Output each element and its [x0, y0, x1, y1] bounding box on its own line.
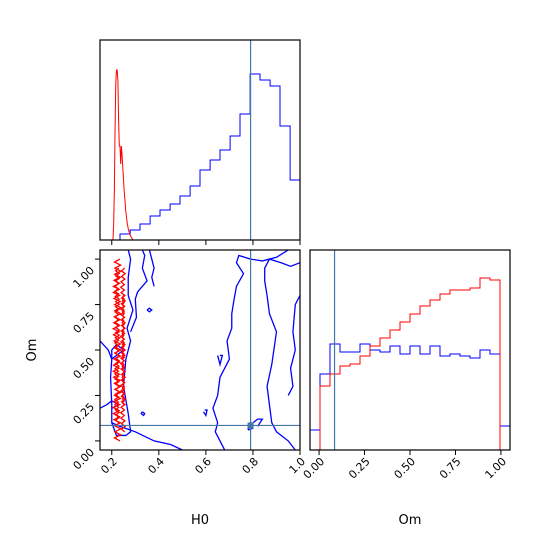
- x-tick-label: 0.00: [301, 455, 328, 482]
- joint-contours: [100, 250, 300, 450]
- x-tick: 0.50: [392, 450, 419, 482]
- blue-contour: [287, 295, 300, 396]
- red-contour: [121, 295, 126, 405]
- blue-contour: [111, 422, 183, 450]
- red-histogram-om: [310, 277, 510, 451]
- y-axis-label-om: Om: [25, 339, 40, 362]
- x-tick-label: 0.2: [98, 455, 120, 477]
- blue-contour: [217, 354, 224, 368]
- y-tick-label: 0.25: [71, 400, 98, 427]
- blue-contour: [252, 418, 264, 427]
- blue-histogram-om: [309, 343, 511, 450]
- om-marginal-panel: 0.00 0.25 0.50 0.75 1.00: [301, 249, 511, 482]
- h0-marginal-frame: [99, 39, 301, 241]
- y-tick-label: 0.75: [71, 309, 98, 336]
- y-tick: 1.00: [71, 258, 100, 291]
- blue-contour: [212, 250, 289, 450]
- x-axis-label-om: Om: [399, 513, 422, 528]
- joint-frame: [99, 249, 301, 451]
- h0-om-joint-panel: 0.2 0.4 0.6 0.8 1.00.000.250.500.751.00: [71, 249, 308, 476]
- y-tick: 0.25: [71, 394, 100, 427]
- x-tick: 0.8: [239, 450, 261, 476]
- blue-contour: [129, 250, 148, 333]
- y-tick: 0.50: [71, 349, 100, 382]
- blue-contour: [140, 411, 146, 417]
- x-tick-label: 1.00: [483, 455, 510, 482]
- blue-contour: [264, 258, 300, 450]
- red-contour: [113, 267, 121, 424]
- y-tick: 0.75: [71, 304, 100, 336]
- blue-histogram-h0: [100, 73, 301, 241]
- x-tick-label: 0.75: [437, 455, 464, 482]
- x-axis-label-h0: H0: [191, 513, 209, 528]
- x-tick: 0.4: [145, 450, 167, 476]
- red-contour: [111, 258, 123, 442]
- y-tick-label: 0.50: [71, 355, 98, 382]
- red-contour: [119, 267, 127, 433]
- blue-contour: [148, 250, 155, 287]
- axis-labels: H0 Om Om: [25, 339, 421, 528]
- y-tick: 0.00: [71, 440, 100, 473]
- x-tick-label: 0.8: [239, 455, 261, 477]
- y-tick-label: 1.00: [71, 264, 98, 291]
- x-tick: 0.75: [437, 450, 464, 481]
- x-tick: 0.2: [98, 450, 120, 476]
- red-histogram-h0: [100, 69, 300, 241]
- y-tick-label: 0.00: [71, 446, 98, 473]
- x-tick-label: 0.4: [145, 455, 167, 477]
- blue-contour: [100, 250, 134, 437]
- x-tick: 0.25: [346, 450, 373, 481]
- x-tick: 1.00: [483, 450, 510, 482]
- blue-contour: [202, 409, 208, 418]
- blue-contour: [146, 307, 153, 313]
- x-tick-label: 0.25: [346, 455, 373, 482]
- truth-point: [247, 422, 254, 429]
- x-tick: 0.6: [192, 450, 214, 476]
- h0-marginal-panel: [99, 39, 301, 245]
- x-tick-label: 0.6: [192, 455, 214, 477]
- x-tick-label: 0.50: [392, 455, 419, 482]
